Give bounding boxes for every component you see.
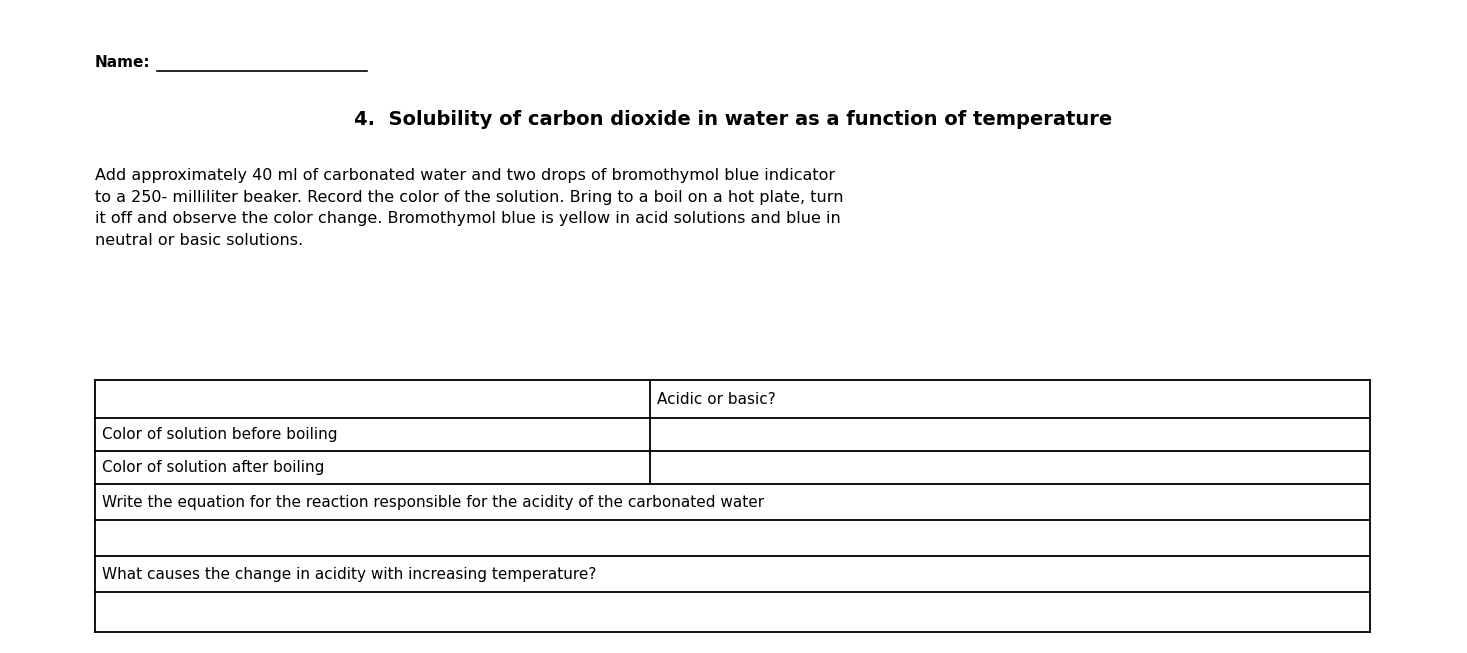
- Text: Acidic or basic?: Acidic or basic?: [657, 392, 776, 407]
- Text: Color of solution after boiling: Color of solution after boiling: [103, 460, 324, 475]
- Text: Add approximately 40 ml of carbonated water and two drops of bromothymol blue in: Add approximately 40 ml of carbonated wa…: [95, 168, 844, 247]
- Text: 4.  Solubility of carbon dioxide in water as a function of temperature: 4. Solubility of carbon dioxide in water…: [355, 110, 1112, 129]
- Text: Color of solution before boiling: Color of solution before boiling: [103, 427, 337, 442]
- Text: Write the equation for the reaction responsible for the acidity of the carbonate: Write the equation for the reaction resp…: [103, 494, 764, 509]
- Text: What causes the change in acidity with increasing temperature?: What causes the change in acidity with i…: [103, 567, 597, 582]
- Text: Name:: Name:: [95, 55, 151, 70]
